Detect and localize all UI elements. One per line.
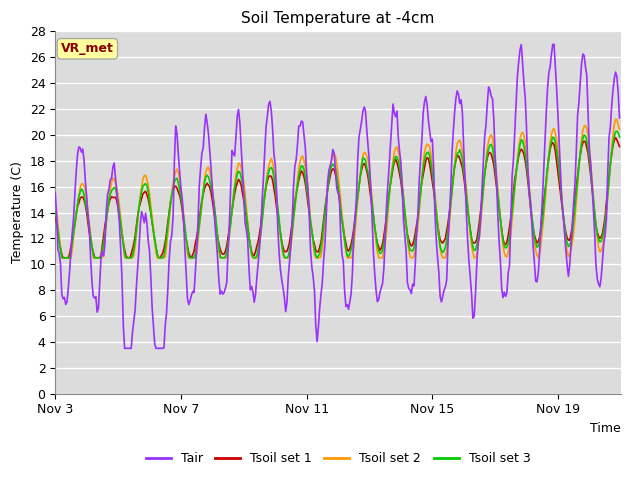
Legend: Tair, Tsoil set 1, Tsoil set 2, Tsoil set 3: Tair, Tsoil set 1, Tsoil set 2, Tsoil se…	[141, 447, 536, 470]
Y-axis label: Temperature (C): Temperature (C)	[11, 162, 24, 264]
X-axis label: Time: Time	[590, 422, 621, 435]
Title: Soil Temperature at -4cm: Soil Temperature at -4cm	[241, 11, 435, 26]
Text: VR_met: VR_met	[61, 42, 114, 55]
